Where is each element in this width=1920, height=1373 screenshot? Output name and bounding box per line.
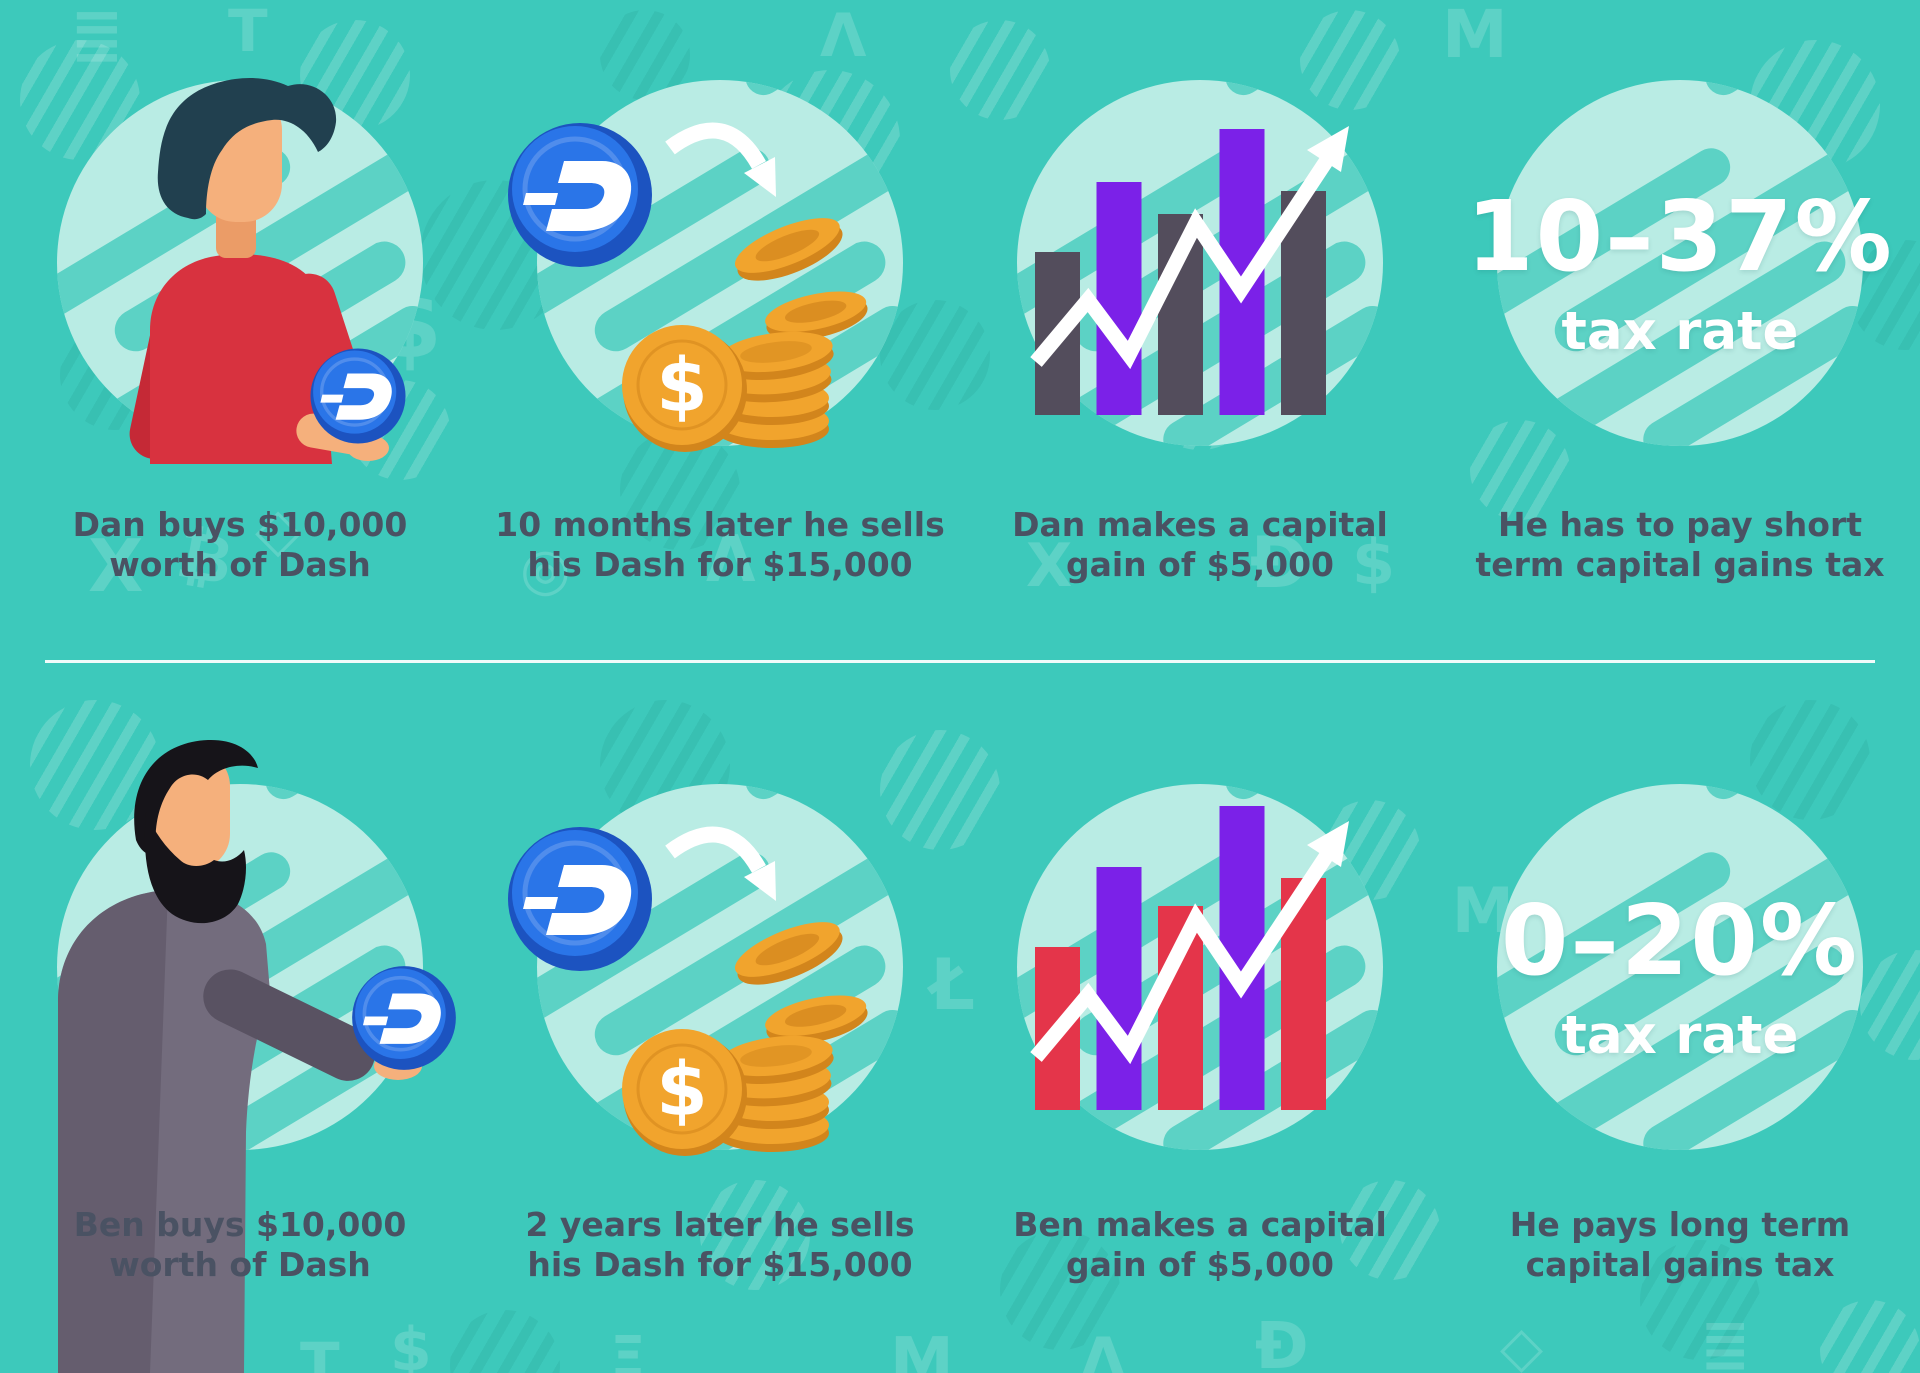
dash-coin-icon <box>508 827 652 971</box>
panel-ben-sells: $ 2 years later he sells his Dash for $1… <box>480 662 960 1373</box>
panel-ben-buys: Ben buys $10,000 worth of Dash <box>0 662 480 1373</box>
chart-bar <box>1096 867 1142 1110</box>
caption-ben-gain: Ben makes a capital gain of $5,000 <box>968 1205 1432 1286</box>
caption-line: 2 years later he sells <box>525 1205 915 1244</box>
caption-ben-sells: 2 years later he sells his Dash for $15,… <box>488 1205 952 1286</box>
caption-line: worth of Dash <box>109 1245 371 1285</box>
caption-line: worth of Dash <box>109 545 371 585</box>
dan-illustration <box>57 78 423 464</box>
exchange-arrow-icon <box>665 122 776 197</box>
dash-coin-icon <box>508 123 652 267</box>
tax-rate-value: 10–37% <box>1466 180 1894 293</box>
panel-dan-buys: Dan buys $10,000 worth of Dash <box>0 0 480 662</box>
dash-coin-icon <box>350 964 458 1072</box>
dan-figure <box>129 78 408 464</box>
panel-short-term-tax: 10–37% tax rate He has to pay short term… <box>1440 0 1920 662</box>
dash-coin-icon <box>308 346 408 446</box>
caption-line: his Dash for $15,000 <box>527 1245 913 1285</box>
panel-dan-sells: $ 10 months later he sells his Dash for … <box>480 0 960 662</box>
bar-chart <box>1030 806 1349 1110</box>
sell-illustration: $ <box>480 80 903 454</box>
bar-chart <box>1030 126 1349 415</box>
caption-line: 10 months later he sells <box>495 505 945 544</box>
gain-chart-illustration <box>1017 784 1383 1150</box>
tax-rate-value: 0–20% <box>1500 884 1860 997</box>
caption-line: term capital gains tax <box>1475 545 1885 585</box>
caption-line: Dan buys $10,000 <box>72 505 408 544</box>
caption-long-term-tax: He pays long term capital gains tax <box>1448 1205 1912 1286</box>
caption-short-term-tax: He has to pay short term capital gains t… <box>1448 505 1912 586</box>
gold-coins-icon: $ <box>620 206 872 454</box>
trend-arrow-icon <box>1030 821 1349 1065</box>
short-term-tax-rate: 10–37% tax rate <box>1440 188 1920 358</box>
ben-illustration <box>57 739 458 1373</box>
caption-line: Ben buys $10,000 <box>73 1205 407 1244</box>
caption-ben-buys: Ben buys $10,000 worth of Dash <box>8 1205 472 1286</box>
dollar-symbol: $ <box>656 343 708 429</box>
row-divider <box>45 660 1875 663</box>
tax-circle <box>1497 784 1863 1150</box>
gold-coins-icon: $ <box>620 910 872 1158</box>
tax-rate-label: tax rate <box>1561 301 1799 362</box>
row-short-term: Dan buys $10,000 worth of Dash <box>0 0 1920 662</box>
long-term-tax-rate: 0–20% tax rate <box>1440 892 1920 1062</box>
caption-line: capital gains tax <box>1525 1245 1835 1285</box>
caption-line: his Dash for $15,000 <box>527 545 913 585</box>
caption-line: gain of $5,000 <box>1065 545 1335 585</box>
caption-dan-buys: Dan buys $10,000 worth of Dash <box>8 505 472 586</box>
caption-line: He pays long term <box>1509 1205 1851 1244</box>
dollar-symbol: $ <box>656 1047 708 1133</box>
panel-long-term-tax: 0–20% tax rate He pays long term capital… <box>1440 662 1920 1373</box>
ben-figure <box>58 739 458 1373</box>
panel-dan-gain: Dan makes a capital gain of $5,000 <box>960 0 1440 662</box>
caption-line: Dan makes a capital <box>1012 505 1388 544</box>
sell-illustration: $ <box>480 784 903 1158</box>
caption-line: He has to pay short <box>1497 505 1863 544</box>
caption-line: Ben makes a capital <box>1013 1205 1387 1244</box>
gain-chart-illustration <box>1017 80 1383 446</box>
chart-bar <box>1096 182 1142 415</box>
panel-ben-gain: Ben makes a capital gain of $5,000 <box>960 662 1440 1373</box>
tax-circle <box>1497 80 1863 446</box>
trend-arrow-icon <box>1030 126 1349 370</box>
row-long-term: Ben buys $10,000 worth of Dash <box>0 662 1920 1373</box>
caption-line: gain of $5,000 <box>1065 1245 1335 1285</box>
caption-dan-sells: 10 months later he sells his Dash for $1… <box>488 505 952 586</box>
exchange-arrow-icon <box>665 826 776 901</box>
tax-rate-label: tax rate <box>1561 1005 1799 1066</box>
caption-dan-gain: Dan makes a capital gain of $5,000 <box>968 505 1432 586</box>
